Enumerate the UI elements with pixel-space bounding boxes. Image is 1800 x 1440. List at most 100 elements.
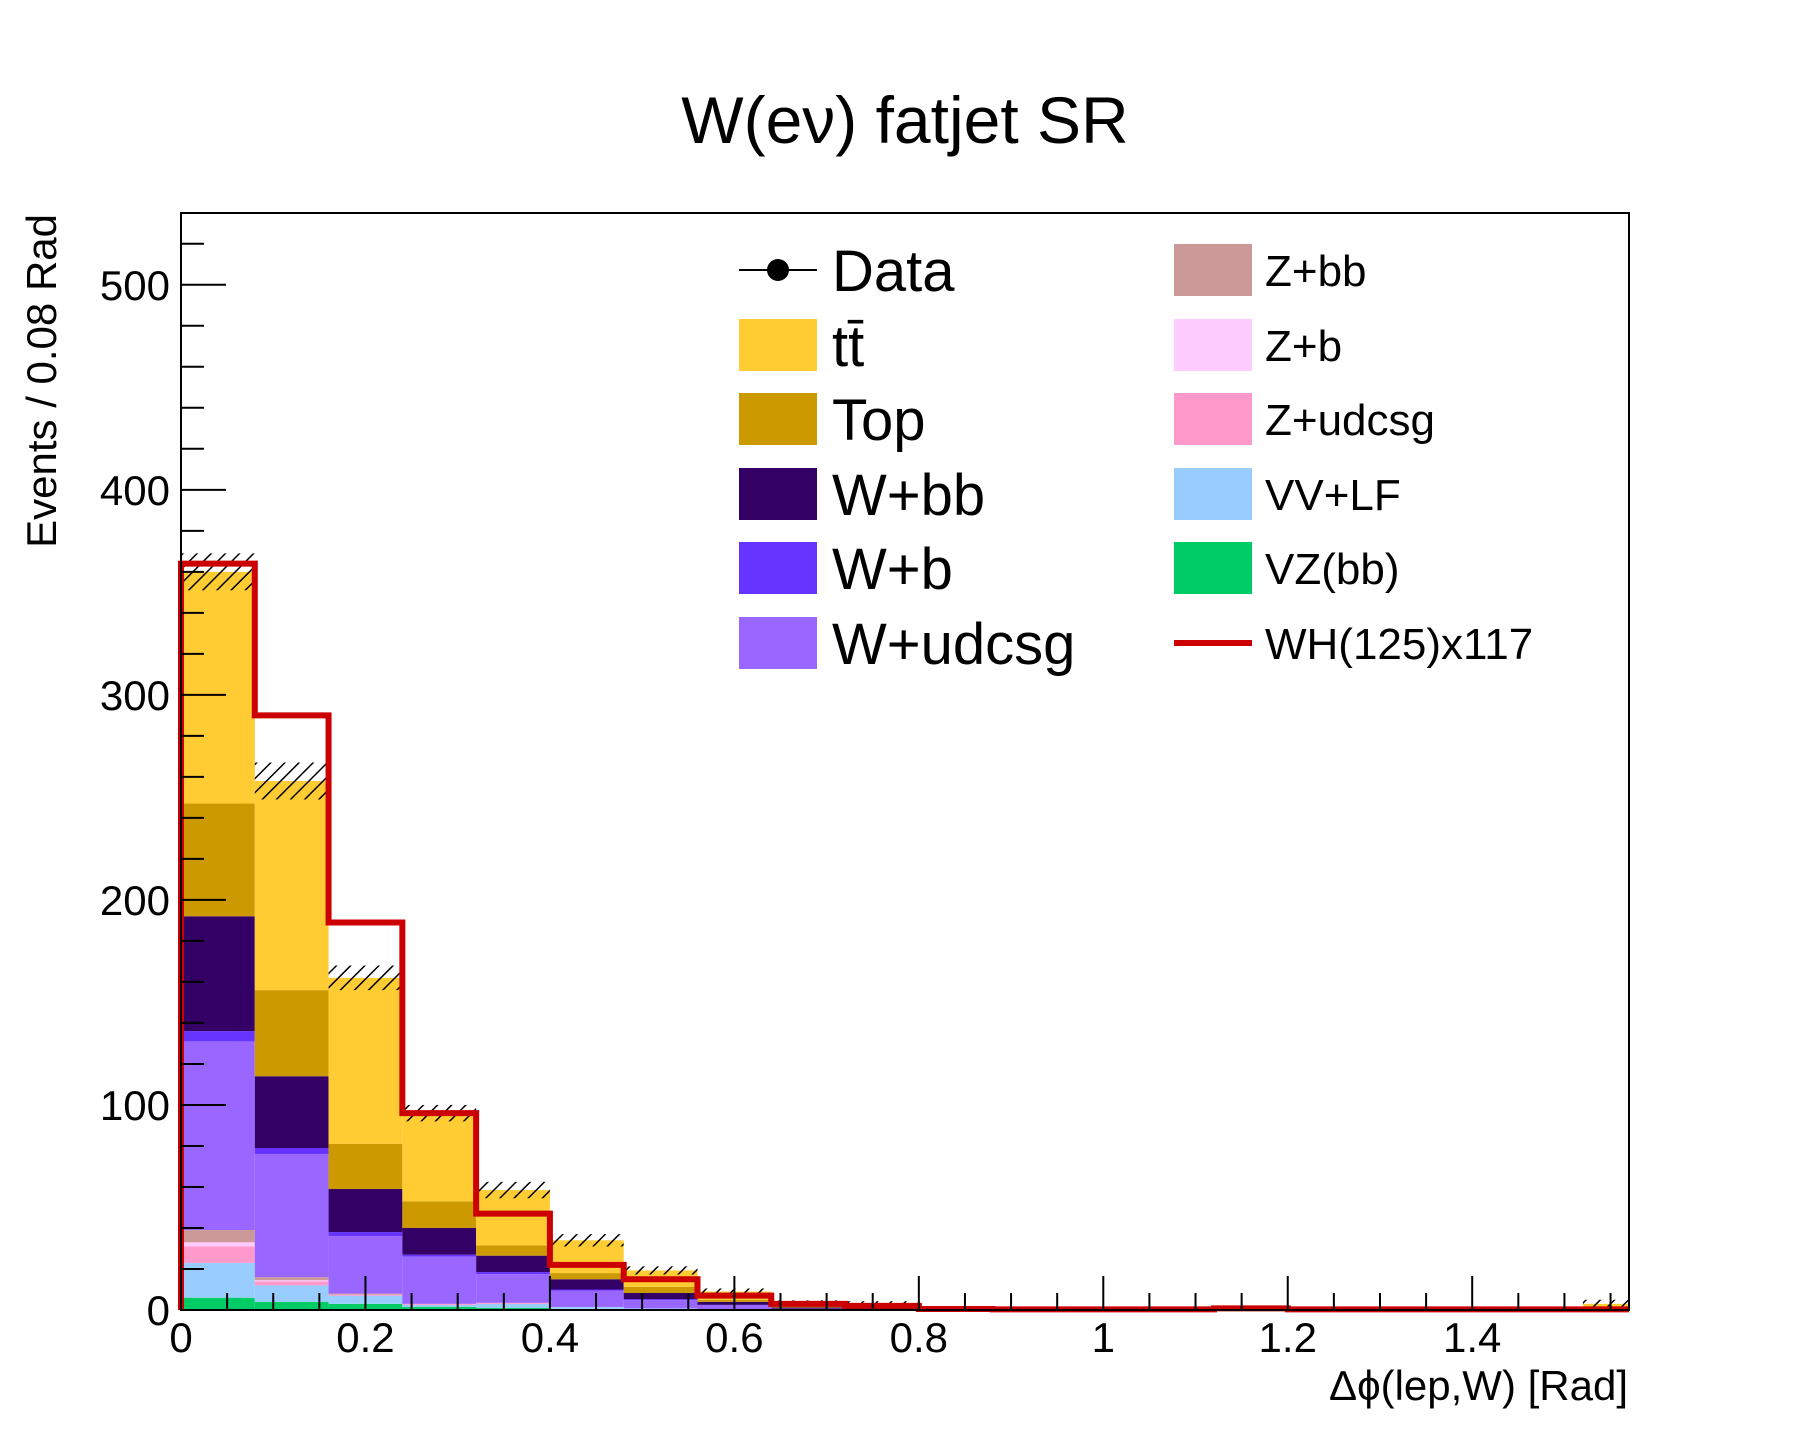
bar-w-bb-bin-3 — [402, 1227, 477, 1255]
bar-tt-bin-1 — [254, 780, 329, 991]
bar-top-bin-6 — [623, 1286, 698, 1293]
bar-w-bb-bin-5 — [549, 1279, 624, 1290]
uncertainty-bin-5 — [549, 1234, 624, 1247]
x-tick-label: 0 — [169, 1314, 192, 1361]
legend-marker-dot — [767, 259, 789, 281]
legend: Data tt̄ Top W+bb W+b W+udcsg Z+bb Z+b Z+udcsg VV… — [739, 239, 1533, 677]
bar-w-udcsg-bin-1 — [254, 1154, 329, 1278]
x-axis-label: Δϕ(lep,W) [Rad] — [1329, 1362, 1628, 1409]
legend-swatch — [739, 468, 817, 520]
bar-tt-bin-0 — [181, 571, 255, 804]
uncertainty-bin-1 — [254, 762, 329, 800]
legend-entry-vz-bb: VZ(bb) — [1174, 542, 1399, 594]
bar-top-bin-4 — [476, 1245, 550, 1256]
legend-entry-z-b: Z+b — [1174, 319, 1342, 371]
x-tick-label: 1.2 — [1259, 1314, 1317, 1361]
legend-label: W+bb — [832, 463, 985, 528]
bar-tt-bin-3 — [402, 1113, 477, 1202]
legend-swatch — [739, 393, 817, 445]
legend-swatch — [739, 319, 817, 371]
legend-entry-tt: tt̄ — [739, 314, 864, 379]
bar-w-bb-bin-1 — [254, 1076, 329, 1149]
legend-swatch — [1174, 244, 1252, 296]
bar-top-bin-5 — [549, 1273, 624, 1280]
y-tick-label: 400 — [100, 467, 170, 514]
bar-w-bb-bin-6 — [623, 1292, 698, 1300]
bar-vv-lf-bin-5 — [549, 1306, 624, 1309]
legend-entry-data: Data — [739, 239, 955, 304]
bar-z-udcsg-bin-0 — [181, 1246, 255, 1263]
x-tick-label: 1 — [1092, 1314, 1115, 1361]
bar-top-bin-0 — [181, 803, 255, 917]
bar-z-udcsg-bin-3 — [402, 1303, 477, 1305]
bar-w-b-bin-4 — [476, 1272, 550, 1275]
legend-swatch — [739, 542, 817, 594]
bar-w-bb-bin-0 — [181, 916, 255, 1032]
bar-tt-bin-2 — [328, 977, 403, 1144]
legend-entry-top: Top — [739, 388, 926, 453]
legend-entry-z-udcsg: Z+udcsg — [1174, 393, 1435, 445]
legend-swatch — [1174, 468, 1252, 520]
legend-label: Z+bb — [1265, 247, 1367, 296]
bar-z-b-bin-0 — [181, 1242, 255, 1247]
legend-label: VV+LF — [1265, 471, 1401, 520]
y-axis-ticks: 0 100 200 300 400 500 — [100, 242, 226, 1334]
bar-z-bb-bin-0 — [181, 1230, 255, 1243]
bar-z-udcsg-bin-4 — [476, 1302, 550, 1304]
bar-z-bb-bin-1 — [254, 1277, 329, 1281]
y-tick-label: 200 — [100, 877, 170, 924]
legend-label: Z+udcsg — [1265, 396, 1435, 445]
bar-w-udcsg-bin-4 — [476, 1274, 550, 1303]
x-tick-label: 0.4 — [521, 1314, 579, 1361]
legend-label: WH(125)x117 — [1265, 620, 1533, 669]
legend-label: tt̄ — [832, 314, 864, 379]
x-axis-ticks: 0 0.2 0.4 0.6 0.8 1 1.2 1.4 — [169, 1276, 1612, 1361]
bar-z-b-bin-1 — [254, 1280, 329, 1282]
legend-label: Top — [832, 388, 926, 453]
bar-vv-lf-bin-1 — [254, 1285, 329, 1302]
x-tick-label: 0.6 — [705, 1314, 763, 1361]
bar-top-bin-3 — [402, 1201, 477, 1228]
bar-w-udcsg-bin-5 — [549, 1290, 624, 1307]
bar-vv-lf-bin-6 — [623, 1308, 698, 1310]
bar-vz-bb-bin-4 — [476, 1307, 550, 1310]
legend-entry-vv-lf: VV+LF — [1174, 468, 1401, 520]
bar-w-b-bin-2 — [328, 1232, 403, 1237]
bar-vz-bb-bin-1 — [254, 1301, 329, 1310]
bar-w-b-bin-0 — [181, 1031, 255, 1042]
bar-vv-lf-bin-3 — [402, 1304, 477, 1307]
legend-swatch — [739, 617, 817, 669]
bar-w-bb-bin-4 — [476, 1255, 550, 1273]
legend-entry-wh-125-x117: WH(125)x117 — [1174, 620, 1533, 669]
legend-swatch — [1174, 319, 1252, 371]
legend-entry-w-udcsg: W+udcsg — [739, 612, 1075, 677]
legend-label: W+b — [832, 537, 953, 602]
legend-swatch — [1174, 393, 1252, 445]
bar-w-udcsg-bin-6 — [623, 1300, 698, 1309]
legend-label: Z+b — [1265, 322, 1342, 371]
bar-w-udcsg-bin-3 — [402, 1256, 477, 1304]
bar-w-b-bin-6 — [623, 1299, 698, 1301]
bar-top-bin-2 — [328, 1143, 403, 1190]
uncertainty-bin-2 — [328, 965, 403, 991]
bar-vz-bb-bin-3 — [402, 1306, 477, 1310]
stack-bars — [181, 571, 1629, 1310]
uncertainty-bin-19 — [1582, 1299, 1629, 1308]
x-tick-label: 0.2 — [336, 1314, 394, 1361]
y-tick-label: 500 — [100, 262, 170, 309]
legend-label: Data — [832, 239, 955, 304]
bar-w-b-bin-1 — [254, 1148, 329, 1155]
uncertainty-bin-6 — [623, 1266, 698, 1275]
plot-frame — [180, 212, 1630, 1311]
x-tick-label: 1.4 — [1443, 1314, 1501, 1361]
bar-vz-bb-bin-0 — [181, 1297, 255, 1310]
legend-swatch — [1174, 542, 1252, 594]
y-tick-label: 100 — [100, 1082, 170, 1129]
legend-entry-z-bb: Z+bb — [1174, 244, 1367, 296]
legend-entry-w-bb: W+bb — [739, 463, 985, 528]
y-tick-label: 0 — [147, 1287, 170, 1334]
bar-w-b-bin-5 — [549, 1289, 624, 1291]
y-axis-label: Events / 0.08 Rad — [18, 214, 65, 548]
legend-label: W+udcsg — [832, 612, 1075, 677]
bar-z-udcsg-bin-1 — [254, 1281, 329, 1286]
